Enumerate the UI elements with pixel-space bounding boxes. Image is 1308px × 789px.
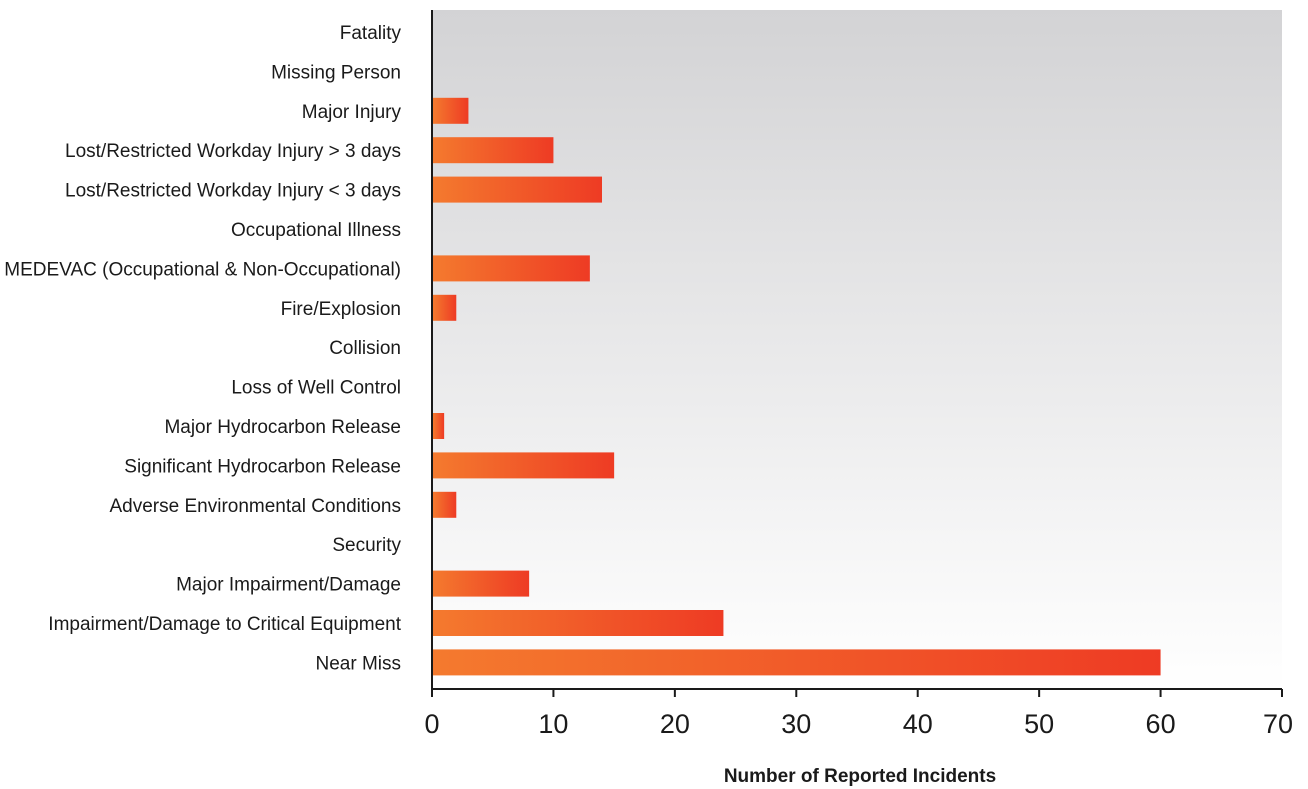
category-label: Significant Hydrocarbon Release (124, 456, 401, 477)
category-label: Lost/Restricted Workday Injury > 3 days (65, 141, 401, 162)
bar (433, 137, 554, 164)
bar (433, 413, 445, 439)
x-tick-label: 30 (781, 709, 811, 739)
x-axis-title: Number of Reported Incidents (724, 766, 996, 787)
category-label: Major Hydrocarbon Release (164, 417, 401, 438)
bar (433, 97, 469, 124)
category-label: Impairment/Damage to Critical Equipment (48, 614, 401, 635)
category-labels: Fatality Missing Person Major Injury Lost/R… (4, 23, 401, 674)
category-label: Missing Person (271, 62, 401, 83)
bar (433, 491, 457, 518)
bar (433, 176, 602, 203)
category-label: Collision (329, 338, 401, 359)
x-tick-label: 50 (1024, 709, 1054, 739)
x-tick-label: 70 (1263, 709, 1293, 739)
bar-group (433, 97, 1161, 676)
bar (433, 452, 615, 479)
x-axis-ticks: 0 10 20 30 40 50 60 70 (424, 689, 1293, 739)
category-label: Loss of Well Control (231, 378, 401, 399)
category-label: Fire/Explosion (281, 299, 401, 320)
x-tick-label: 10 (538, 709, 568, 739)
bar (433, 570, 530, 597)
plot-area-background (432, 10, 1282, 690)
category-label: Fatality (340, 23, 402, 44)
category-label: Major Injury (302, 102, 402, 123)
category-label: Occupational Illness (231, 220, 401, 241)
bar (433, 649, 1161, 676)
bar (433, 294, 457, 321)
category-label: Major Impairment/Damage (176, 575, 401, 596)
category-label: Near Miss (315, 653, 401, 674)
bar (433, 255, 590, 282)
category-label: Lost/Restricted Workday Injury < 3 days (65, 181, 401, 202)
category-label: Adverse Environmental Conditions (110, 496, 402, 517)
x-tick-label: 20 (660, 709, 690, 739)
x-tick-label: 0 (424, 709, 439, 739)
x-tick-label: 60 (1146, 709, 1176, 739)
x-tick-label: 40 (903, 709, 933, 739)
category-label: MEDEVAC (Occupational & Non-Occupational… (4, 259, 401, 280)
bar (433, 610, 724, 636)
category-label: Security (332, 535, 401, 556)
